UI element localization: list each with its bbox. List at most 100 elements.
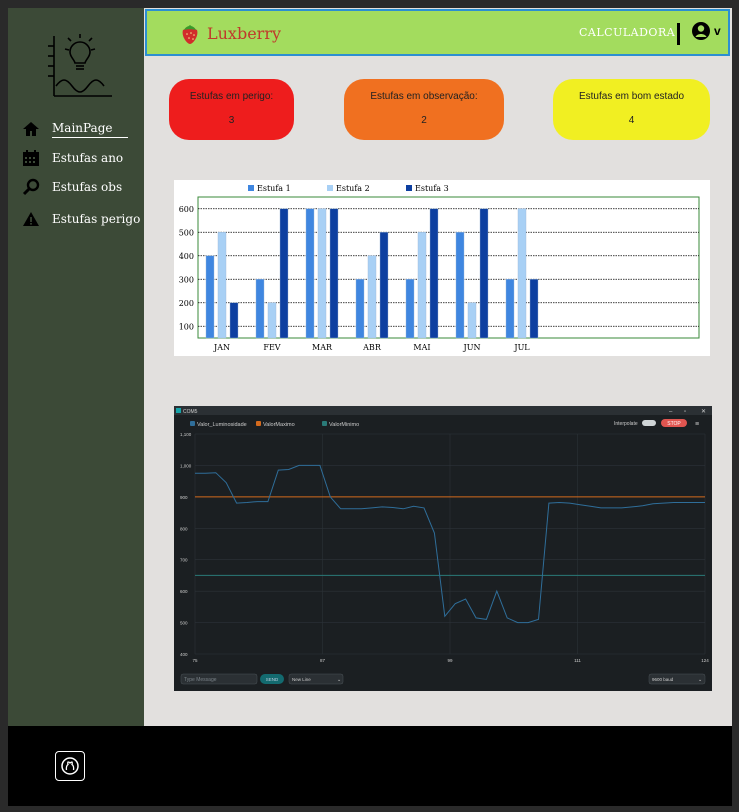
bar: [317, 208, 327, 339]
interpolate-label: Interpolate: [614, 421, 638, 427]
sidebar-item-label: Estufas perigo: [52, 212, 141, 226]
interpolate-toggle: [642, 420, 656, 426]
line-ending-select: [288, 673, 344, 685]
send-button: [260, 674, 284, 684]
sidebar: MainPage Estufas ano Estufas obs Estufas…: [8, 8, 144, 726]
user-menu[interactable]: v: [691, 21, 721, 41]
legend-label: Estufa 3: [415, 184, 449, 193]
bar: [305, 208, 315, 339]
sidebar-item-label: Estufas ano: [52, 151, 124, 165]
legend-label: ValorMinimo: [329, 422, 359, 428]
stop-button: [661, 419, 687, 427]
close-icon: ✕: [701, 409, 706, 415]
bar: [379, 232, 389, 339]
brand-name: Luxberry: [207, 23, 281, 43]
bar: [267, 302, 277, 339]
bar: [229, 302, 239, 339]
sidebar-item-estufas-obs[interactable]: Estufas obs: [22, 178, 122, 196]
bar: [417, 232, 427, 339]
bar: [217, 232, 227, 339]
bar-chart: 100 200 300 400 500 600 JAN FEV MAR ABR MAI JUN JUL E…: [179, 184, 700, 352]
y-tick-label: 200: [179, 299, 194, 308]
calendar-icon: [22, 149, 40, 167]
y-tick-label: 1,000: [180, 463, 192, 468]
sidebar-item-label: MainPage: [52, 121, 129, 138]
card-title: Estufas em bom estado: [578, 91, 685, 102]
minimize-icon: –: [669, 409, 673, 415]
bar: [429, 208, 439, 339]
sidebar-item-mainpage[interactable]: MainPage: [22, 120, 129, 138]
card-value: 4: [628, 115, 635, 126]
observation-card: Estufas em observação: 2: [344, 79, 504, 140]
line-ending-value: New Line: [292, 677, 311, 682]
y-tick-label: 100: [179, 322, 194, 331]
y-tick-label: 500: [180, 621, 188, 626]
x-tick-label: 87: [320, 658, 326, 663]
bar: [367, 255, 377, 339]
bar: [279, 208, 289, 339]
y-tick-label: 400: [180, 652, 188, 657]
legend-swatch: [248, 185, 254, 191]
bar: [529, 279, 539, 339]
legend-label: Estufa 1: [257, 184, 291, 193]
x-tick-label: MAR: [312, 343, 333, 352]
x-tick-label: ABR: [362, 343, 382, 352]
y-tick-label: 800: [180, 526, 188, 531]
sidebar-item-estufas-ano[interactable]: Estufas ano: [22, 149, 123, 167]
y-tick-label: 500: [179, 228, 194, 237]
card-title: Estufas em perigo:: [189, 91, 274, 102]
series-line: [195, 464, 705, 624]
warning-icon: [22, 210, 40, 228]
send-button-label: SEND: [266, 677, 279, 682]
bar: [255, 279, 265, 339]
legend-label: ValorMaximo: [263, 422, 295, 428]
x-tick-label: FEV: [263, 343, 280, 352]
x-tick-label: JAN: [213, 343, 230, 352]
legend-label: Valor_Luminosidade: [197, 422, 247, 428]
github-icon[interactable]: [55, 751, 85, 781]
legend-label: Estufa 2: [336, 184, 370, 193]
card-value: 3: [228, 115, 235, 126]
message-placeholder: Type Message: [184, 677, 217, 683]
lightbulb-logo-icon: [48, 34, 112, 97]
top-header: Luxberry CALCULADORA v: [145, 9, 730, 56]
chevron-down-icon: ⌄: [337, 677, 341, 683]
legend-checkbox: [190, 421, 195, 426]
chevron-down-icon: v: [714, 24, 721, 38]
y-tick-label: 700: [180, 558, 188, 563]
header-divider: [677, 23, 680, 45]
danger-card: Estufas em perigo: 3: [169, 79, 294, 140]
sidebar-item-estufas-perigo[interactable]: Estufas perigo: [22, 210, 140, 228]
y-tick-label: 900: [180, 495, 188, 500]
brand[interactable]: Luxberry: [179, 21, 281, 45]
baud-select: [648, 673, 706, 685]
y-tick-label: 600: [180, 589, 188, 594]
x-tick-label: 99: [447, 658, 453, 663]
sidebar-item-label: Estufas obs: [52, 180, 123, 194]
calculadora-link[interactable]: CALCULADORA: [579, 26, 676, 39]
bar: [405, 279, 415, 339]
search-icon: [22, 178, 40, 196]
x-tick-label: MAI: [413, 343, 430, 352]
y-tick-label: 600: [179, 205, 194, 214]
bar: [505, 279, 515, 339]
app-icon: [176, 408, 181, 413]
settings-icon: ≡: [695, 421, 699, 428]
legend-checkbox: [322, 421, 327, 426]
serial-plotter: COM5 – ▫ ✕ Valor_Luminosidade ValorMaximo Valo…: [174, 406, 712, 685]
legend-checkbox: [256, 421, 261, 426]
strawberry-icon: [182, 25, 198, 44]
bar: [517, 208, 527, 339]
message-input: [180, 673, 258, 685]
y-tick-label: 300: [179, 275, 194, 284]
legend-swatch: [406, 185, 412, 191]
y-tick-label: 400: [179, 252, 194, 261]
bar: [479, 208, 489, 339]
card-value: 2: [421, 115, 427, 126]
y-tick-label: 1,100: [180, 432, 192, 437]
bar-chart-panel: 100 200 300 400 500 600 JAN FEV MAR ABR MAI JUN JUL E…: [174, 180, 710, 356]
x-tick-label: 124: [701, 658, 709, 663]
home-icon: [22, 120, 40, 138]
bar: [329, 208, 339, 339]
footer: [8, 726, 732, 806]
